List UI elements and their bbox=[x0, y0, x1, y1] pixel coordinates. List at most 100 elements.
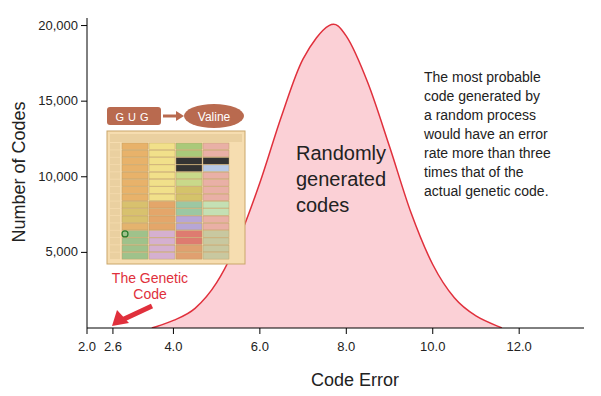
table-cell bbox=[176, 187, 202, 194]
table-cell bbox=[149, 172, 175, 179]
x-tick-label: 12.0 bbox=[507, 339, 532, 354]
table-row-head bbox=[110, 245, 120, 252]
table-cell bbox=[176, 172, 202, 179]
table-cell bbox=[122, 158, 148, 165]
table-cell bbox=[176, 180, 202, 187]
pointer-arrow-head bbox=[112, 310, 129, 326]
genetic-code-inset: GUG Valine The GeneticCode bbox=[107, 104, 245, 326]
annotation-line: The most probable bbox=[424, 69, 541, 85]
table-row-head bbox=[110, 165, 120, 172]
table-cell bbox=[122, 194, 148, 201]
table-row-head bbox=[110, 150, 120, 157]
table-cell bbox=[203, 194, 229, 201]
table-cell bbox=[122, 253, 148, 260]
table-row-head bbox=[110, 223, 120, 230]
table-cell bbox=[149, 231, 175, 238]
inset-title: The Genetic bbox=[112, 270, 188, 286]
table-cell bbox=[122, 238, 148, 245]
inset-title: Code bbox=[133, 286, 167, 302]
table-cell bbox=[203, 172, 229, 179]
table-cell bbox=[122, 223, 148, 230]
table-row-head bbox=[110, 187, 120, 194]
x-tick-label: 6.0 bbox=[251, 339, 269, 354]
x-tick-label: 8.0 bbox=[337, 339, 355, 354]
table-cell bbox=[149, 253, 175, 260]
y-tick-label: 15,000 bbox=[38, 93, 78, 108]
x-tick-label: 2.0 bbox=[78, 339, 96, 354]
table-cell bbox=[149, 158, 175, 165]
table-cell bbox=[149, 216, 175, 223]
table-cell bbox=[203, 150, 229, 157]
annotation-line: actual genetic code. bbox=[424, 183, 549, 199]
y-tick-label: 20,000 bbox=[38, 18, 78, 33]
series-label-line: Randomly bbox=[296, 142, 386, 164]
table-cell bbox=[149, 187, 175, 194]
annotation-line: a random process bbox=[424, 107, 536, 123]
y-axis-line bbox=[87, 18, 88, 328]
codon-arrow-head bbox=[176, 111, 184, 121]
table-row-head bbox=[110, 209, 120, 216]
table-cell bbox=[149, 238, 175, 245]
x-tick bbox=[432, 328, 433, 334]
table-cell bbox=[176, 158, 202, 165]
table-cell bbox=[122, 201, 148, 208]
table-cell bbox=[122, 245, 148, 252]
x-tick bbox=[259, 328, 260, 334]
x-tick bbox=[346, 328, 347, 334]
table-cell bbox=[176, 201, 202, 208]
table-row-head bbox=[110, 238, 120, 245]
table-cell bbox=[149, 150, 175, 157]
table-cell bbox=[203, 238, 229, 245]
x-axis-title: Code Error bbox=[311, 370, 399, 390]
y-tick bbox=[81, 176, 87, 177]
table-row-head bbox=[110, 253, 120, 260]
table-cell bbox=[203, 201, 229, 208]
table-cell bbox=[149, 143, 175, 150]
table-cell bbox=[122, 172, 148, 179]
table-cell bbox=[176, 231, 202, 238]
x-tick-label: 10.0 bbox=[420, 339, 445, 354]
table-cell bbox=[122, 216, 148, 223]
table-cell bbox=[176, 223, 202, 230]
table-frame bbox=[107, 131, 245, 264]
codon-arrow bbox=[163, 115, 176, 118]
y-tick bbox=[81, 252, 87, 253]
table-cell bbox=[203, 143, 229, 150]
table-cell bbox=[149, 165, 175, 172]
x-tick bbox=[519, 328, 520, 334]
x-tick bbox=[87, 328, 88, 334]
codon-text: GUG bbox=[115, 111, 152, 123]
table-cell bbox=[122, 143, 148, 150]
table-row-head bbox=[110, 180, 120, 187]
table-cell bbox=[122, 209, 148, 216]
table-cell bbox=[176, 143, 202, 150]
table-cell bbox=[122, 231, 148, 238]
y-tick bbox=[81, 25, 87, 26]
table-cell bbox=[176, 216, 202, 223]
annotation-line: times that of the bbox=[424, 164, 524, 180]
annotation-line: would have an error bbox=[423, 126, 548, 142]
table-cell bbox=[176, 165, 202, 172]
table-header bbox=[110, 134, 242, 142]
table-cell bbox=[176, 238, 202, 245]
table-cell bbox=[203, 187, 229, 194]
table-row-head bbox=[110, 158, 120, 165]
codon-box bbox=[107, 107, 161, 125]
series-label-line: generated bbox=[296, 168, 386, 190]
y-tick bbox=[81, 101, 87, 102]
x-axis-line bbox=[87, 328, 584, 329]
table-cell bbox=[203, 158, 229, 165]
table-cell bbox=[176, 194, 202, 201]
table-row-head bbox=[110, 143, 120, 150]
table-cell bbox=[122, 165, 148, 172]
amino-acid-text: Valine bbox=[198, 110, 231, 124]
table-cell bbox=[203, 209, 229, 216]
table-cell bbox=[203, 231, 229, 238]
x-tick bbox=[112, 328, 113, 334]
chart: Randomlygeneratedcodes2.02.64.06.08.010.… bbox=[0, 0, 601, 396]
table-cell bbox=[203, 216, 229, 223]
x-tick bbox=[173, 328, 174, 334]
table-cell bbox=[122, 187, 148, 194]
table-row-head bbox=[110, 231, 120, 238]
table-cell bbox=[149, 194, 175, 201]
